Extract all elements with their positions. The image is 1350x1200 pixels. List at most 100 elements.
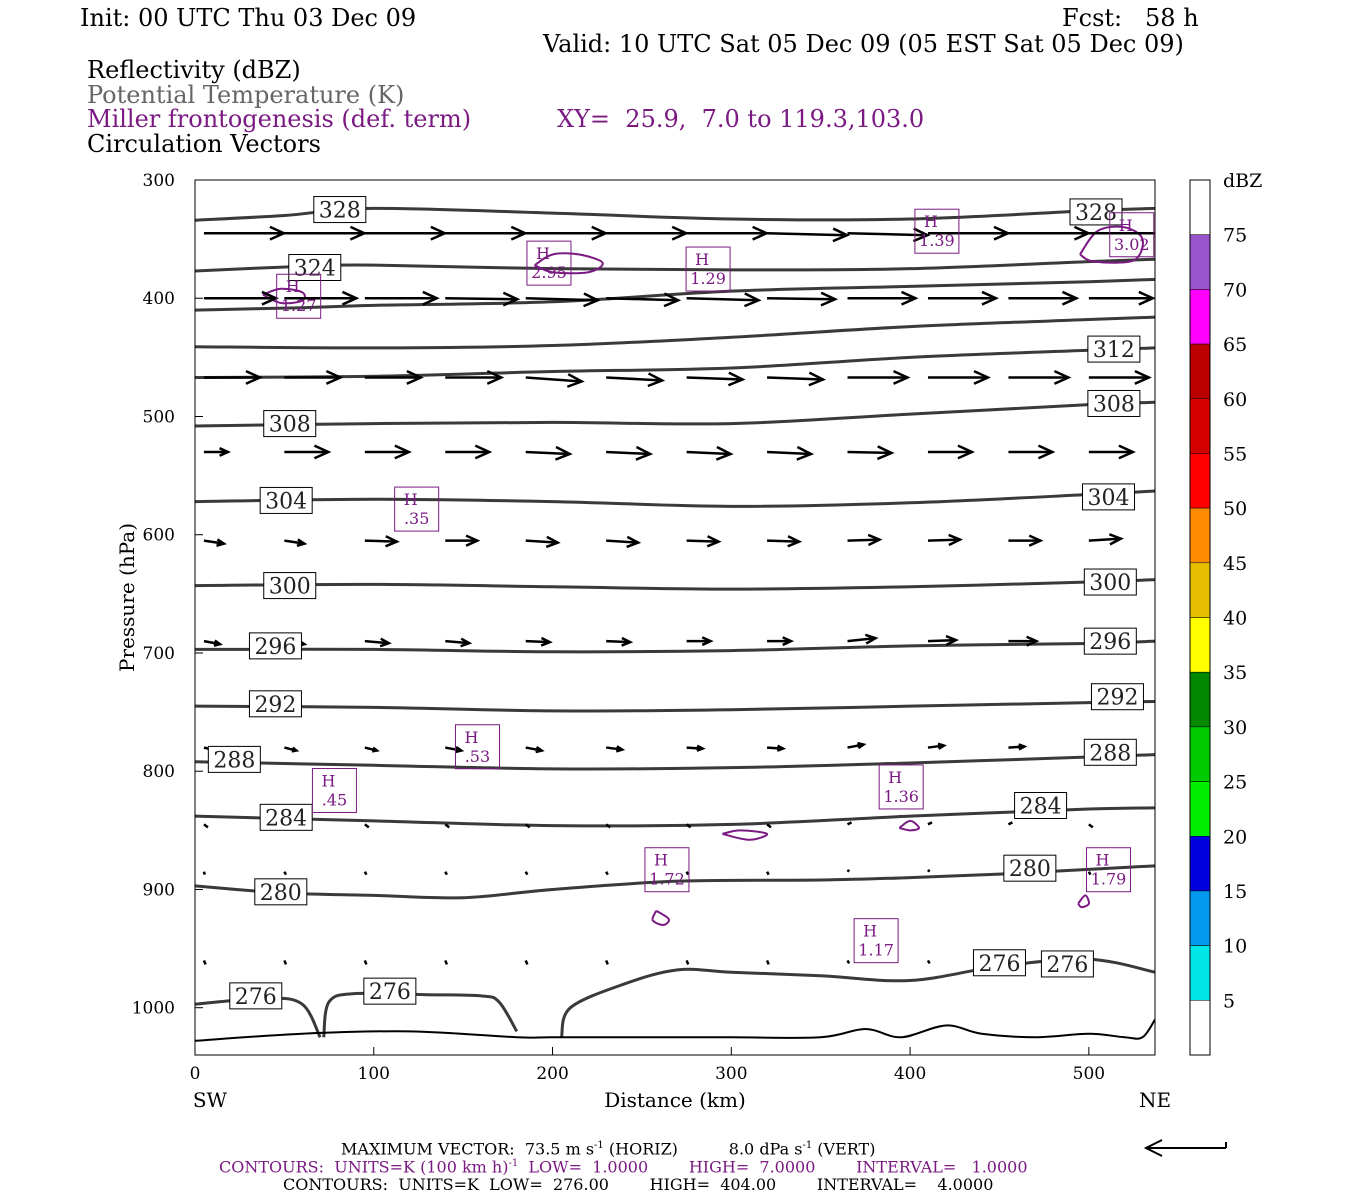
vector-head bbox=[787, 535, 803, 548]
circulation-vector bbox=[765, 871, 770, 876]
fronto-max-value: 1.29 bbox=[690, 269, 726, 288]
theta-contour-info: CONTOURS: UNITS=K LOW= 276.00 HIGH= 404.… bbox=[283, 1175, 994, 1194]
y-tick-label: 700 bbox=[143, 644, 175, 664]
vector-head bbox=[1154, 226, 1155, 240]
contour-label-box bbox=[1083, 627, 1137, 655]
fronto-max-h: H bbox=[321, 772, 335, 791]
contour-label-box bbox=[1090, 683, 1144, 711]
vector-head bbox=[957, 444, 976, 460]
contour-label-324: 324 bbox=[294, 257, 336, 282]
field-reflectivity: Reflectivity (dBZ) bbox=[87, 56, 301, 84]
contour-label-box bbox=[259, 486, 313, 514]
circulation-vector bbox=[686, 376, 743, 381]
colorbar-label: 55 bbox=[1223, 443, 1247, 465]
vector-head bbox=[615, 745, 626, 753]
vector-head bbox=[591, 225, 609, 241]
contour-label-276: 276 bbox=[235, 985, 277, 1010]
contour-label-box bbox=[972, 949, 1026, 977]
circulation-vector bbox=[605, 823, 611, 829]
circulation-vector bbox=[606, 296, 679, 302]
y-tick-label: 500 bbox=[143, 407, 175, 427]
contour-label-box bbox=[288, 254, 342, 281]
contour-label-box bbox=[1083, 568, 1137, 596]
x-end-label-left: SW bbox=[193, 1088, 228, 1112]
vector-head bbox=[474, 444, 493, 460]
contour-label-276: 276 bbox=[369, 980, 411, 1005]
fronto-max-value: .45 bbox=[322, 791, 347, 810]
circulation-vector bbox=[284, 539, 305, 545]
theta-contour-292 bbox=[195, 699, 1155, 713]
vector-head bbox=[727, 371, 746, 387]
y-tick-label: 900 bbox=[143, 880, 175, 900]
fronto-contour-info: CONTOURS: UNITS=K (100 km h)-1 LOW= 1.00… bbox=[219, 1157, 1028, 1177]
circulation-vector bbox=[444, 871, 448, 876]
circulation-vector bbox=[202, 959, 207, 965]
vector-head bbox=[291, 746, 300, 753]
x-tick-label: 400 bbox=[894, 1064, 926, 1084]
circulation-vector bbox=[686, 296, 759, 302]
circulation-vector bbox=[926, 868, 931, 873]
vector-head bbox=[296, 538, 308, 547]
frontogenesis-contours bbox=[262, 225, 1144, 926]
contour-label-box bbox=[1082, 483, 1136, 511]
vector-head bbox=[341, 290, 360, 306]
circulation-vector bbox=[685, 959, 690, 965]
field-frontogenesis: Miller frontogenesis (def. term) bbox=[87, 105, 472, 133]
circulation-vector bbox=[363, 871, 368, 876]
vector-head bbox=[796, 445, 815, 461]
vector-head bbox=[486, 370, 505, 385]
x-tick-label: 100 bbox=[358, 1064, 390, 1084]
colorbar-label: 75 bbox=[1223, 225, 1247, 247]
vector-head bbox=[981, 290, 1000, 306]
y-tick-label: 1000 bbox=[132, 999, 175, 1019]
circulation-vector bbox=[606, 539, 639, 544]
colorbar-label: 50 bbox=[1223, 498, 1247, 520]
vector-head bbox=[776, 744, 787, 752]
vector-head bbox=[635, 445, 654, 461]
fronto-max-value: 1.17 bbox=[858, 941, 894, 960]
axes: 0 100 200 300 400 500 300 400 500 600 700 800 900 100… bbox=[115, 171, 1171, 1112]
circulation-vector bbox=[525, 450, 570, 456]
circulation-vector bbox=[1088, 537, 1121, 542]
colorbar-segment bbox=[1189, 289, 1211, 345]
colorbar-segment bbox=[1189, 890, 1211, 946]
x-end-label-right: NE bbox=[1139, 1088, 1171, 1112]
contour-label-284: 284 bbox=[265, 806, 307, 831]
fronto-contour bbox=[651, 909, 670, 926]
colorbar-label: 35 bbox=[1223, 662, 1247, 684]
circulation-vector bbox=[525, 639, 550, 644]
circulation-vector bbox=[767, 450, 812, 456]
theta-contour-296 bbox=[195, 639, 1155, 654]
circulation-vector bbox=[765, 959, 770, 965]
vector-head bbox=[820, 291, 839, 307]
vector-head bbox=[219, 447, 231, 457]
fronto-contour bbox=[1079, 225, 1144, 264]
contour-label-288: 288 bbox=[1089, 741, 1131, 766]
y-tick-label: 400 bbox=[143, 289, 175, 309]
vector-head bbox=[706, 535, 722, 548]
fronto-max-box bbox=[394, 486, 440, 532]
circulation-vectors bbox=[202, 225, 1155, 965]
fronto-contour bbox=[1077, 894, 1090, 909]
fronto-max-h: H bbox=[888, 768, 902, 787]
vector-head bbox=[1061, 290, 1080, 306]
fronto-max-h: H bbox=[464, 728, 478, 747]
vector-head bbox=[893, 370, 911, 385]
contour-labels: 328 328 324 312 308 308 304 304 300 300 296 296 292 2… bbox=[207, 196, 1144, 1010]
fronto-max-value: 1.72 bbox=[649, 870, 685, 889]
circulation-vector bbox=[444, 959, 449, 965]
colorbar-title: dBZ bbox=[1223, 170, 1262, 192]
vector-head bbox=[663, 292, 682, 308]
fronto-max-h: H bbox=[863, 922, 877, 941]
circulation-vector bbox=[525, 539, 558, 544]
contour-label-304: 304 bbox=[265, 489, 307, 514]
terrain bbox=[195, 1018, 1155, 1042]
contour-label-296: 296 bbox=[254, 635, 296, 660]
vector-head bbox=[1134, 370, 1152, 385]
vector-head bbox=[269, 225, 287, 241]
vector-head bbox=[454, 745, 465, 754]
colorbar-label: 25 bbox=[1223, 772, 1247, 794]
circulation-vector bbox=[685, 871, 690, 876]
colorbar-label: 10 bbox=[1223, 936, 1247, 958]
circulation-vector bbox=[364, 639, 389, 645]
